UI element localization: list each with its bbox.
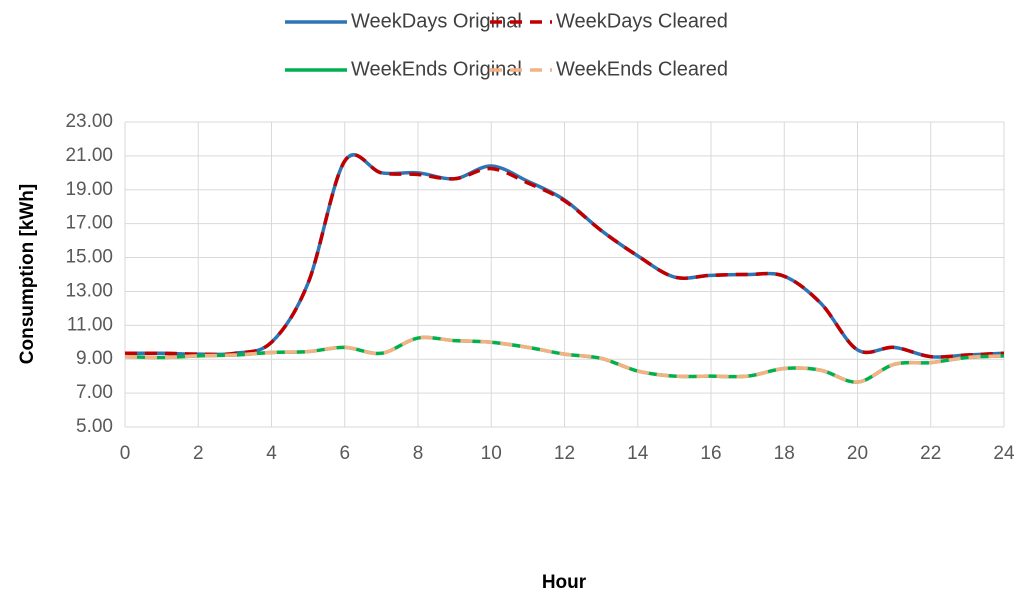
legend-text: WeekDays Original <box>351 10 522 32</box>
y-tick-label: 17.00 <box>65 213 113 234</box>
line-series <box>124 153 1005 359</box>
x-tick-label: 16 <box>700 443 721 464</box>
x-tick-label: 12 <box>554 443 575 464</box>
x-tick-label: 0 <box>120 443 131 464</box>
y-axis-title: Consumption [kWh] <box>17 184 38 364</box>
x-tick-label: 8 <box>413 443 424 464</box>
x-tick-label: 22 <box>920 443 941 464</box>
x-tick-label: 4 <box>266 443 277 464</box>
x-tick-label: 20 <box>847 443 868 464</box>
y-tick-label: 23.00 <box>65 111 113 132</box>
x-tick-label: 18 <box>774 443 795 464</box>
y-tick-label: 5.00 <box>76 416 113 437</box>
x-axis-title: Hour <box>542 572 587 593</box>
y-tick-label: 15.00 <box>65 247 113 268</box>
legend-text: WeekEnds Cleared <box>556 58 728 80</box>
legend-text: WeekEnds Original <box>351 58 522 80</box>
y-tick-label: 21.00 <box>65 145 113 166</box>
x-tick-label: 14 <box>627 443 649 464</box>
line-series <box>124 335 1005 384</box>
y-tick-label: 13.00 <box>65 280 113 301</box>
x-tick-label: 24 <box>993 443 1015 464</box>
x-tick-label: 6 <box>339 443 350 464</box>
y-tick-label: 9.00 <box>76 348 113 369</box>
legend-text: WeekDays Cleared <box>556 10 728 32</box>
y-tick-label: 19.00 <box>65 179 113 200</box>
x-tick-label: 2 <box>193 443 204 464</box>
x-tick-label: 10 <box>481 443 502 464</box>
y-tick-label: 11.00 <box>67 314 113 335</box>
y-tick-label: 7.00 <box>76 382 113 403</box>
